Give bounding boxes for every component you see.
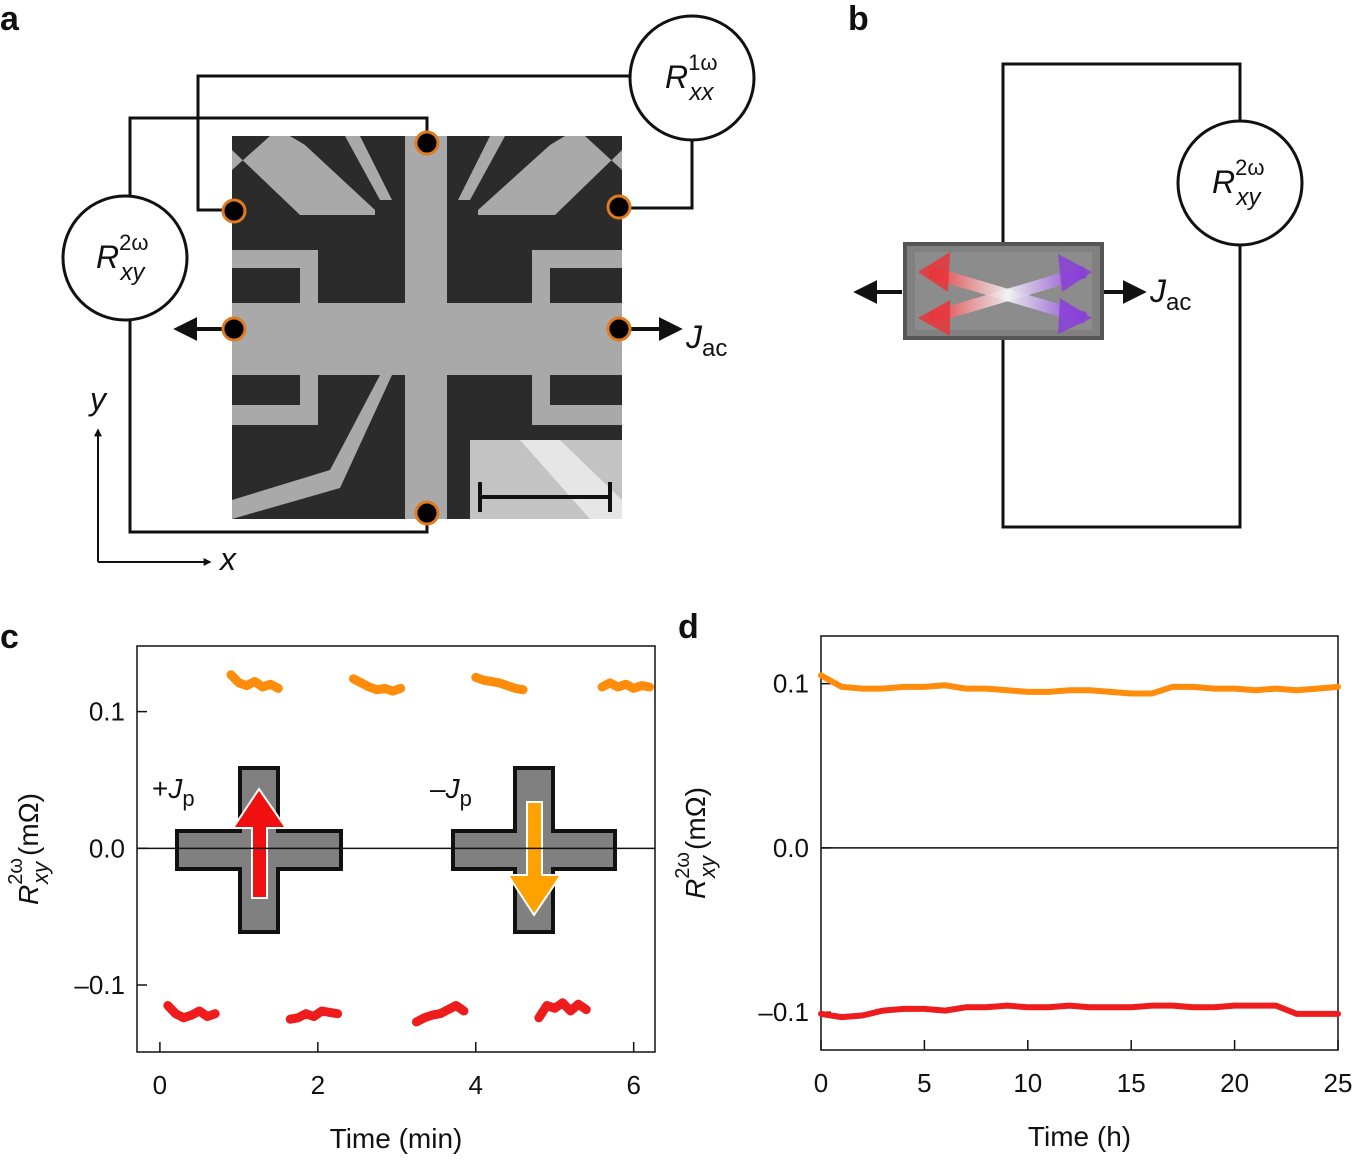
axis-y-label: y <box>88 381 108 417</box>
y-tick-label: 0.0 <box>89 833 125 863</box>
y-tick-label: –0.1 <box>758 997 809 1027</box>
symbol: R <box>680 879 711 899</box>
x-tick-label: 15 <box>1117 1068 1146 1098</box>
y-tick-label: 0.1 <box>773 669 809 699</box>
sub: p <box>182 786 194 811</box>
symbol: R <box>13 885 44 905</box>
symbol: J <box>685 319 703 355</box>
symbol: J <box>167 773 183 804</box>
meter-label: R1ω xx <box>665 50 718 106</box>
y-tick-label: 0.1 <box>89 697 125 727</box>
contacts <box>221 130 632 526</box>
axis-x-label: x <box>218 541 237 577</box>
meter-label: R2ω xy <box>1212 155 1265 211</box>
panel-label: d <box>678 608 699 646</box>
x-tick-label: 5 <box>917 1068 931 1098</box>
data-line <box>818 1002 1341 1021</box>
wiring <box>853 62 1304 529</box>
symbol: R <box>96 239 119 275</box>
wiring <box>61 14 756 566</box>
y-axis-label: R2ωxy (mΩ) <box>5 793 53 905</box>
y-axis-label: R2ωxy (mΩ) <box>672 787 720 899</box>
micrograph <box>232 136 622 519</box>
panel-label: c <box>0 618 19 656</box>
unit: (mΩ) <box>680 787 711 850</box>
sub: xy <box>120 259 147 286</box>
sample-block <box>903 242 1104 340</box>
data-line <box>818 672 1341 697</box>
data-line <box>226 670 654 696</box>
sign: – <box>430 773 446 804</box>
sub: xx <box>689 79 715 106</box>
annotation: +Jp <box>152 773 195 811</box>
y-tick-label: 0.0 <box>773 833 809 863</box>
sup: 2ω <box>1235 155 1264 180</box>
sub: ac <box>702 335 727 362</box>
symbol: J <box>445 773 461 804</box>
current-label: Jac <box>685 319 727 362</box>
sup: 2ω <box>119 230 148 255</box>
symbol: R <box>665 59 688 95</box>
x-axis-label: Time (min) <box>330 1123 463 1154</box>
sup: 2ω <box>5 858 27 885</box>
meter-label: R2ω xy <box>96 230 149 286</box>
symbol: R <box>1212 164 1235 200</box>
sup: 2ω <box>672 852 694 879</box>
panel-label: b <box>848 0 869 38</box>
sub: xy <box>1236 184 1263 211</box>
symbol: J <box>1149 273 1167 309</box>
x-axis-label: Time (h) <box>1028 1121 1131 1152</box>
x-tick-label: 0 <box>814 1068 828 1098</box>
annotation: –Jp <box>430 773 472 811</box>
x-tick-label: 20 <box>1220 1068 1249 1098</box>
x-tick-label: 10 <box>1013 1068 1042 1098</box>
panel-label: a <box>0 0 20 38</box>
unit: (mΩ) <box>13 793 44 856</box>
x-tick-label: 4 <box>469 1070 483 1100</box>
x-tick-label: 2 <box>311 1070 325 1100</box>
cross-illustration <box>175 766 617 934</box>
x-tick-label: 25 <box>1324 1068 1353 1098</box>
y-tick-label: –0.1 <box>74 970 125 1000</box>
sub: ac <box>1166 289 1191 316</box>
current-label: Jac <box>1149 273 1191 316</box>
sign: + <box>152 773 168 804</box>
x-tick-label: 0 <box>153 1070 167 1100</box>
data-line <box>163 998 591 1027</box>
sub: xy <box>695 854 720 879</box>
x-tick-label: 6 <box>626 1070 640 1100</box>
plot-frame <box>820 635 1339 1051</box>
sub: xy <box>28 860 53 885</box>
sup: 1ω <box>688 50 717 75</box>
sub: p <box>460 786 472 811</box>
